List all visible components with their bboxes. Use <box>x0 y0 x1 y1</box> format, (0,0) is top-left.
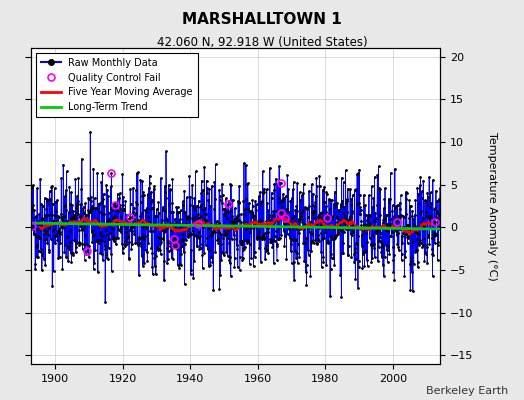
Y-axis label: Temperature Anomaly (°C): Temperature Anomaly (°C) <box>487 132 497 280</box>
Text: MARSHALLTOWN 1: MARSHALLTOWN 1 <box>182 12 342 27</box>
Text: Berkeley Earth: Berkeley Earth <box>426 386 508 396</box>
Legend: Raw Monthly Data, Quality Control Fail, Five Year Moving Average, Long-Term Tren: Raw Monthly Data, Quality Control Fail, … <box>36 53 198 117</box>
Text: 42.060 N, 92.918 W (United States): 42.060 N, 92.918 W (United States) <box>157 36 367 49</box>
